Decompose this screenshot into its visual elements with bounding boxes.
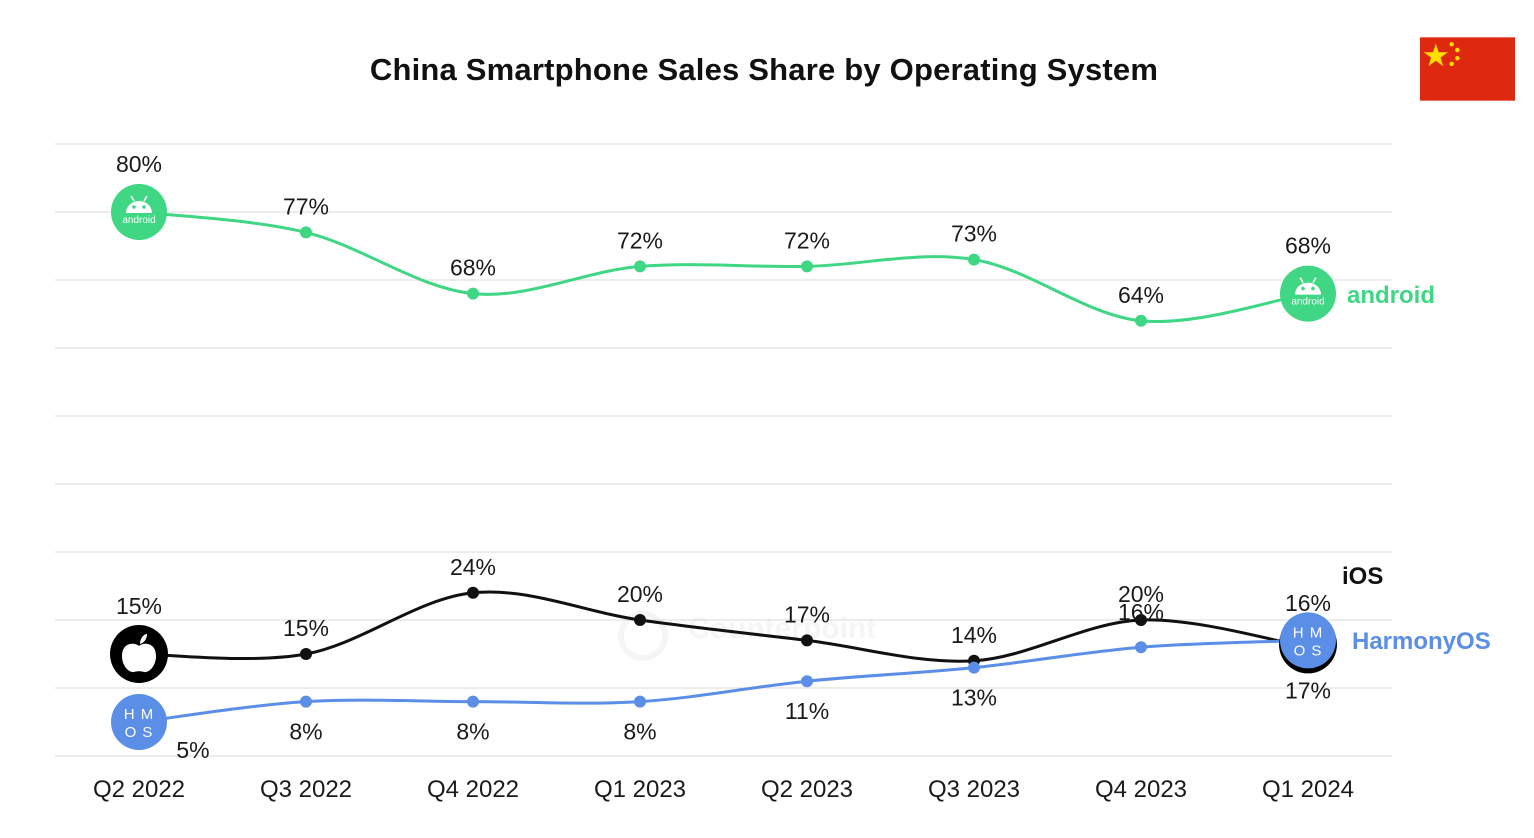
- x-tick-label: Q3 2022: [260, 776, 352, 803]
- svg-text:android: android: [1291, 297, 1324, 308]
- china-flag-icon: [1420, 37, 1515, 101]
- data-label-ios-4: 17%: [784, 601, 830, 627]
- data-label-harmonyos-3: 8%: [623, 719, 656, 745]
- watermark: Counterpoint: [618, 611, 876, 661]
- gridlines: [55, 143, 1392, 757]
- watermark-text: Counterpoint: [688, 612, 876, 645]
- x-tick-label: Q4 2022: [427, 776, 519, 803]
- x-axis-ticks: Q2 2022 Q3 2022 Q4 2022 Q1 2023 Q2 2023 Q3 20…: [93, 776, 1354, 803]
- x-tick-label: Q1 2024: [1262, 776, 1354, 803]
- point-harmonyos-5: [968, 661, 980, 674]
- data-label-android-3: 72%: [617, 227, 663, 253]
- line-ios: [138, 590, 1309, 663]
- data-label-harmonyos-5: 13%: [951, 685, 997, 711]
- svg-text:O S: O S: [1294, 642, 1323, 659]
- android-icon: android: [1280, 265, 1336, 322]
- x-tick-label: Q2 2023: [761, 776, 853, 803]
- x-tick-label: Q3 2023: [928, 776, 1020, 803]
- point-ios-2: [467, 586, 479, 599]
- series-label-android: android: [1347, 282, 1435, 309]
- point-harmonyos-1: [300, 695, 312, 708]
- data-label-android-7: 68%: [1285, 233, 1331, 259]
- point-harmonyos-6: [1135, 641, 1147, 654]
- android-icon: android: [111, 184, 167, 240]
- data-label-ios-6: 20%: [1118, 581, 1164, 607]
- series-label-ios: iOS: [1342, 563, 1383, 590]
- data-label-ios-7: 16%: [1285, 590, 1331, 616]
- data-label-android-2: 68%: [450, 255, 496, 281]
- harmonyos-icon: H MO S: [111, 694, 167, 750]
- data-label-android-4: 72%: [784, 227, 830, 253]
- point-android-3: [634, 260, 646, 273]
- x-tick-label: Q2 2022: [93, 776, 185, 803]
- harmonyos-icon: H MO S: [1279, 612, 1337, 674]
- data-label-ios-3: 20%: [617, 581, 663, 607]
- data-label-harmonyos-7: 17%: [1285, 677, 1331, 703]
- point-ios-1: [300, 648, 312, 660]
- point-android-4: [801, 260, 813, 273]
- point-ios-4: [801, 634, 813, 647]
- data-label-ios-1: 15%: [283, 615, 329, 641]
- data-label-ios-0: 15%: [116, 593, 162, 619]
- point-android-5: [968, 253, 980, 266]
- point-harmonyos-2: [467, 695, 479, 708]
- series-labels: android iOS HarmonyOS: [1342, 282, 1491, 655]
- point-android-1: [300, 226, 312, 239]
- data-label-harmonyos-1: 8%: [289, 719, 322, 745]
- svg-text:android: android: [122, 215, 155, 226]
- apple-icon: [110, 625, 168, 683]
- point-ios-6: [1135, 614, 1147, 626]
- x-tick-label: Q1 2023: [594, 776, 686, 803]
- series-lines: [138, 210, 1309, 724]
- line-android: [138, 210, 1309, 324]
- point-harmonyos-3: [634, 695, 646, 708]
- point-android-6: [1135, 314, 1147, 327]
- chart-title: China Smartphone Sales Share by Operatin…: [369, 52, 1159, 87]
- data-label-harmonyos-0: 5%: [176, 737, 209, 763]
- data-labels: 80% 77% 68% 72% 72% 73% 64% 68% 15% 15% 24% 20% 17% 1…: [116, 151, 1331, 763]
- point-android-2: [467, 287, 479, 300]
- line-harmonyos: [138, 638, 1309, 724]
- x-tick-label: Q4 2023: [1095, 776, 1187, 803]
- svg-text:H M: H M: [124, 706, 155, 723]
- series-points: [300, 226, 1147, 708]
- data-label-android-5: 73%: [951, 221, 997, 247]
- data-label-ios-2: 24%: [450, 554, 496, 580]
- data-label-android-6: 64%: [1118, 282, 1164, 308]
- point-ios-3: [634, 614, 646, 626]
- data-label-android-0: 80%: [116, 151, 162, 177]
- data-label-android-1: 77%: [283, 193, 329, 219]
- point-harmonyos-4: [801, 675, 813, 688]
- svg-text:H M: H M: [1293, 624, 1324, 641]
- data-label-harmonyos-4: 11%: [785, 698, 829, 724]
- series-label-harmonyos: HarmonyOS: [1352, 628, 1491, 655]
- data-label-ios-5: 14%: [951, 622, 997, 648]
- data-label-harmonyos-2: 8%: [456, 719, 489, 745]
- data-label-harmonyos-6: 16%: [1118, 599, 1164, 625]
- svg-text:O S: O S: [125, 724, 154, 741]
